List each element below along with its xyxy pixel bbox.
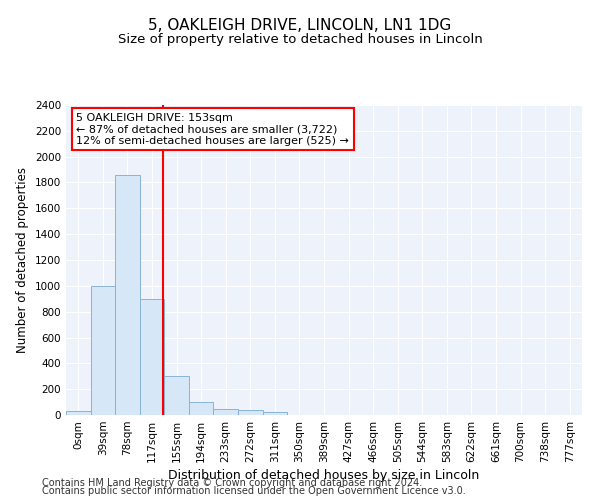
Bar	[140, 298, 164, 415]
Text: 5, OAKLEIGH DRIVE, LINCOLN, LN1 1DG: 5, OAKLEIGH DRIVE, LINCOLN, LN1 1DG	[148, 18, 452, 32]
Bar	[263, 412, 287, 415]
Bar	[164, 376, 189, 415]
Y-axis label: Number of detached properties: Number of detached properties	[16, 167, 29, 353]
Text: 5 OAKLEIGH DRIVE: 153sqm
← 87% of detached houses are smaller (3,722)
12% of sem: 5 OAKLEIGH DRIVE: 153sqm ← 87% of detach…	[76, 113, 349, 146]
Bar	[66, 411, 91, 415]
Bar	[189, 402, 214, 415]
Text: Contains HM Land Registry data © Crown copyright and database right 2024.: Contains HM Land Registry data © Crown c…	[42, 478, 422, 488]
Text: Size of property relative to detached houses in Lincoln: Size of property relative to detached ho…	[118, 32, 482, 46]
Text: Contains public sector information licensed under the Open Government Licence v3: Contains public sector information licen…	[42, 486, 466, 496]
Bar	[214, 408, 238, 415]
Bar	[238, 410, 263, 415]
Bar	[115, 175, 140, 415]
Bar	[91, 286, 115, 415]
X-axis label: Distribution of detached houses by size in Lincoln: Distribution of detached houses by size …	[169, 469, 479, 482]
